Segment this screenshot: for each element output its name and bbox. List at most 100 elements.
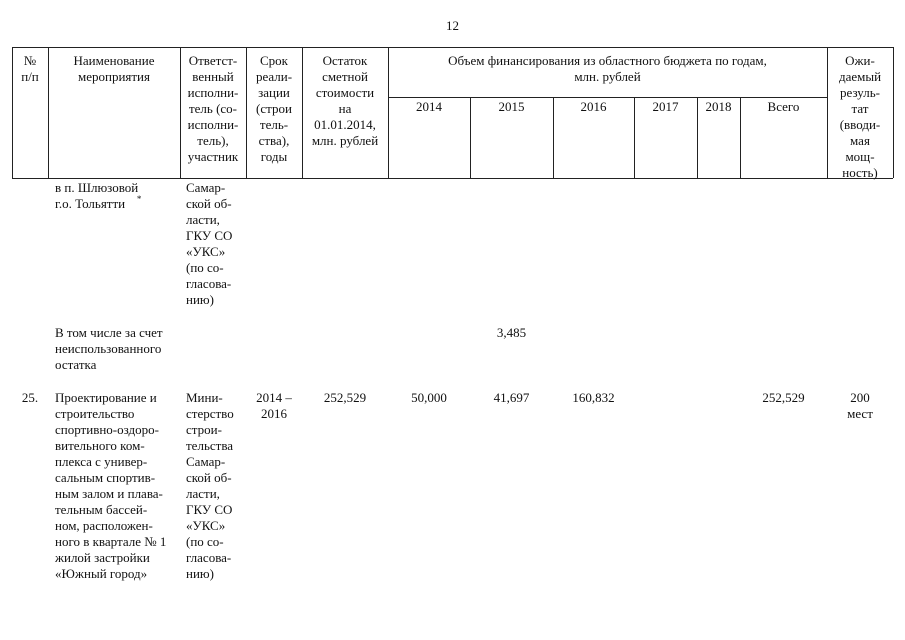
row-executor: стерство bbox=[186, 406, 234, 421]
table-border bbox=[12, 47, 13, 178]
row-name: жилой застройки bbox=[55, 550, 150, 565]
column-header: тат bbox=[851, 101, 869, 116]
row-executor: Мини- bbox=[186, 390, 223, 405]
row-executor: ГКУ СО bbox=[186, 228, 233, 243]
row-name: г.о. Тольятти bbox=[55, 196, 126, 211]
table-border bbox=[893, 47, 894, 178]
column-header: (вводи- bbox=[839, 117, 881, 132]
table-border bbox=[740, 97, 741, 178]
group-header: Объем финансирования из областного бюдже… bbox=[448, 53, 767, 68]
table-border bbox=[553, 97, 554, 178]
column-header: ность) bbox=[842, 165, 878, 180]
table-border bbox=[12, 47, 893, 48]
column-header: сметной bbox=[322, 69, 368, 84]
column-header: мощ- bbox=[845, 149, 875, 164]
row-name: ного в квартале № 1 bbox=[55, 534, 167, 549]
row-executor: Самар- bbox=[186, 454, 226, 469]
row-name: В том числе за счет bbox=[55, 325, 163, 340]
year-header: 2016 bbox=[580, 99, 607, 114]
column-header: зации bbox=[258, 85, 290, 100]
row-executor: (по со- bbox=[186, 260, 224, 275]
year-header: 2015 bbox=[498, 99, 525, 114]
table-border bbox=[246, 47, 247, 178]
row-result: мест bbox=[847, 406, 873, 421]
row-period: 2016 bbox=[261, 406, 287, 421]
group-header: млн. рублей bbox=[574, 69, 641, 84]
column-header: № bbox=[23, 53, 37, 68]
table-border bbox=[388, 97, 827, 98]
column-header: исполни- bbox=[187, 85, 239, 100]
row-executor: ласти, bbox=[186, 486, 220, 501]
year-header: 2018 bbox=[705, 99, 732, 114]
row-name: неиспользованного bbox=[55, 341, 162, 356]
row-name: плекса с универ- bbox=[55, 454, 148, 469]
column-header: Остаток bbox=[322, 53, 368, 68]
year-header: Всего bbox=[767, 99, 800, 114]
page-number: 12 bbox=[446, 18, 459, 33]
row-name: сальным спортив- bbox=[55, 470, 156, 485]
row-number: 25. bbox=[21, 390, 39, 405]
row-financing: 160,832 bbox=[572, 390, 615, 405]
row-remainder: 252,529 bbox=[323, 390, 367, 405]
row-name: в п. Шлюзовой bbox=[55, 180, 139, 195]
column-header: Наименование bbox=[73, 53, 155, 68]
row-executor: ской об- bbox=[186, 470, 232, 485]
row-executor: ской об- bbox=[186, 196, 232, 211]
row-financing: 252,529 bbox=[762, 390, 805, 405]
row-executor: нию) bbox=[186, 292, 214, 307]
table-border bbox=[180, 47, 181, 178]
row-name: ным залом и плава- bbox=[55, 486, 163, 501]
row-name: вительного ком- bbox=[55, 438, 145, 453]
column-header: тель), bbox=[197, 133, 229, 148]
column-header: тель- bbox=[259, 117, 289, 132]
column-header: п/п bbox=[21, 69, 39, 84]
column-header: 01.01.2014, bbox=[314, 117, 376, 132]
table-border bbox=[470, 97, 471, 178]
row-name: «Южный город» bbox=[55, 566, 148, 581]
row-name: ном, расположен- bbox=[55, 518, 153, 533]
column-header: участник bbox=[187, 149, 239, 164]
row-financing: 3,485 bbox=[496, 325, 527, 340]
table-border bbox=[388, 47, 389, 178]
table-border bbox=[697, 97, 698, 178]
row-name: Проектирование и bbox=[55, 390, 157, 405]
column-header: Ожи- bbox=[845, 53, 875, 68]
column-header: Ответст- bbox=[188, 53, 238, 68]
row-executor: тельства bbox=[186, 438, 234, 453]
row-name: тельным бассей- bbox=[55, 502, 148, 517]
column-header: Срок bbox=[260, 53, 288, 68]
table-border bbox=[827, 47, 828, 178]
table-border bbox=[48, 47, 49, 178]
row-period: 2014 – bbox=[256, 390, 292, 405]
column-header: годы bbox=[260, 149, 288, 164]
footnote-mark: * bbox=[136, 194, 142, 204]
column-header: на bbox=[338, 101, 352, 116]
row-executor: гласова- bbox=[186, 550, 232, 565]
column-header: мая bbox=[850, 133, 870, 148]
row-result: 200 bbox=[850, 390, 870, 405]
table-border bbox=[12, 178, 893, 179]
row-executor: строи- bbox=[186, 422, 222, 437]
year-header: 2017 bbox=[652, 99, 679, 114]
column-header: даемый bbox=[838, 69, 882, 84]
row-executor: (по со- bbox=[186, 534, 224, 549]
row-name: остатка bbox=[55, 357, 97, 372]
row-executor: «УКС» bbox=[186, 518, 226, 533]
row-executor: «УКС» bbox=[186, 244, 226, 259]
column-header: мероприятия bbox=[77, 69, 150, 84]
column-header: реали- bbox=[255, 69, 293, 84]
column-header: тель (со- bbox=[188, 101, 238, 116]
row-name: спортивно-оздоро- bbox=[55, 422, 159, 437]
row-financing: 50,000 bbox=[411, 390, 447, 405]
row-executor: гласова- bbox=[186, 276, 232, 291]
row-executor: ласти, bbox=[186, 212, 220, 227]
column-header: ства), bbox=[258, 133, 290, 148]
column-header: млн. рублей bbox=[311, 133, 379, 148]
table-border bbox=[302, 47, 303, 178]
column-header: (строи bbox=[256, 101, 292, 116]
column-header: венный bbox=[192, 69, 234, 84]
column-header: резуль- bbox=[840, 85, 880, 100]
row-executor: Самар- bbox=[186, 180, 226, 195]
table-border bbox=[634, 97, 635, 178]
